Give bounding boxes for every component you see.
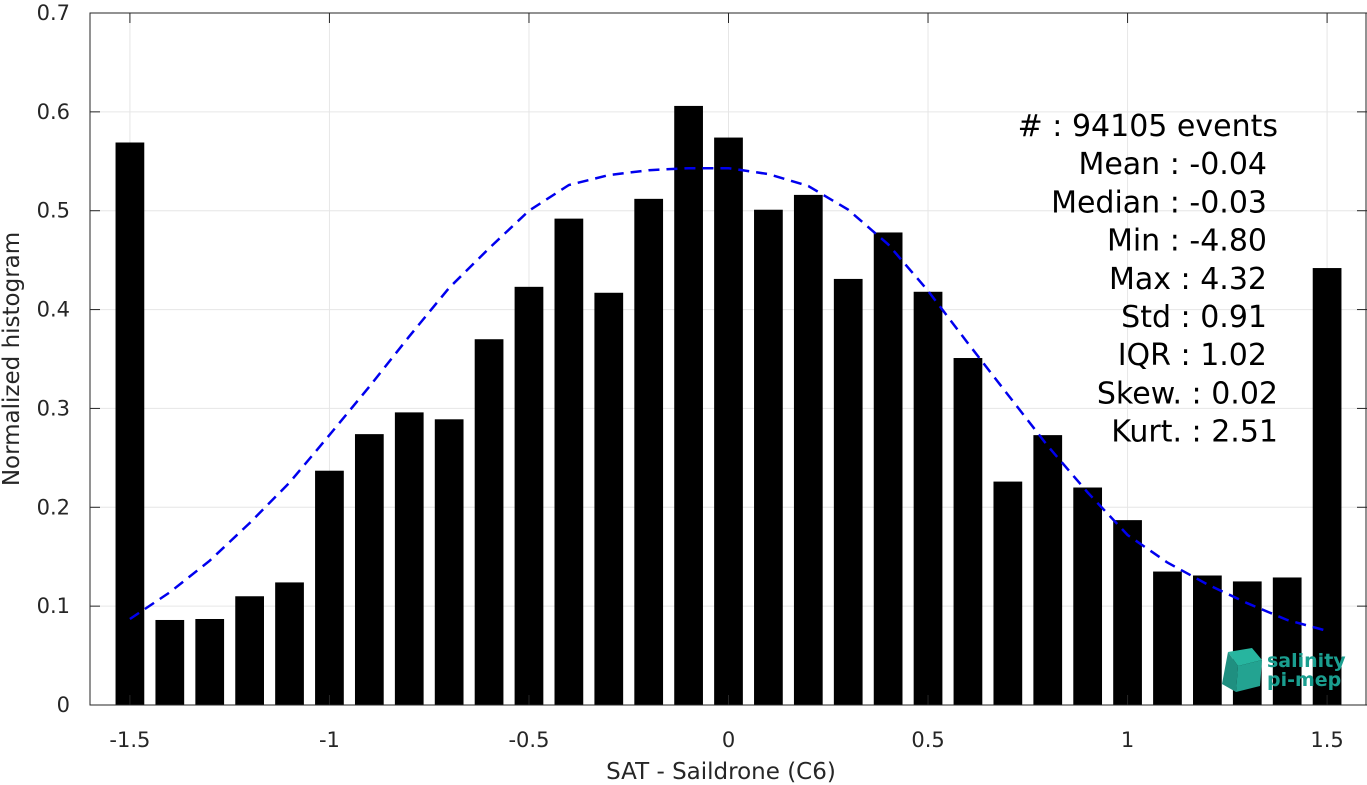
axes [89, 12, 1367, 706]
x-tick-label: -0.5 [508, 728, 549, 752]
histogram-bar [594, 292, 624, 705]
histogram-bar [554, 218, 584, 705]
stats-line: IQR : 1.02 [1118, 338, 1267, 373]
histogram-bar [434, 419, 464, 705]
histogram-bar [1153, 571, 1182, 705]
histogram-bar [474, 339, 504, 705]
histogram-bar [115, 142, 145, 705]
x-axis-label: SAT - Saildrone (C6) [606, 759, 836, 785]
histogram-bar [873, 232, 903, 705]
histogram-bar [913, 291, 943, 705]
stats-line: Max : 4.32 [1109, 262, 1267, 297]
y-tick-label: 0.5 [37, 199, 70, 223]
stats-line: Min : -4.80 [1107, 224, 1267, 259]
histogram-bar [195, 618, 225, 705]
stats-line: Kurt. : 2.51 [1111, 415, 1278, 450]
y-tick-label: 0.2 [37, 495, 70, 519]
histogram-bar [833, 278, 863, 705]
fit-curve-layer [129, 166, 1328, 633]
stats-line: Median : -0.03 [1051, 185, 1267, 220]
histogram-bar [155, 619, 185, 705]
stats-line: # : 94105 events [1018, 109, 1278, 144]
salinity-pimep-logo: salinity pi-mep [1222, 648, 1346, 692]
tick-labels: -1.5 -1 -0.5 0 0.5 1 1.5 0 0.1 0.2 0.3 0.4 0.5 0.6 0.7 [37, 1, 1344, 752]
histogram-bar [1272, 577, 1302, 705]
logo-cube-icon [1222, 648, 1262, 692]
histogram-bar [1073, 487, 1103, 705]
histogram-bar [275, 582, 304, 705]
logo-text-line1: salinity [1267, 650, 1346, 672]
plot-frame [89, 12, 1367, 706]
x-tick-label: -1 [319, 728, 340, 752]
y-axis-label: Normalized histogram [0, 232, 25, 486]
stats-line: Std : 0.91 [1121, 300, 1267, 335]
y-tick-label: 0.4 [37, 298, 70, 322]
y-tick-label: 0.3 [37, 396, 70, 420]
logo-text-line2: pi-mep [1267, 669, 1341, 691]
histogram-bar [953, 358, 983, 705]
histogram-bar [1312, 268, 1342, 705]
x-tick-label: 1.5 [1310, 728, 1343, 752]
fit-curve-line [129, 166, 1328, 633]
histogram-bar [793, 194, 823, 705]
stats-line: Skew. : 0.02 [1097, 376, 1278, 411]
histogram-bar [354, 434, 384, 705]
x-tick-label: 1 [1121, 728, 1134, 752]
histogram-bar [1033, 435, 1063, 705]
histogram-bar [514, 286, 544, 705]
histogram-bar [754, 209, 783, 705]
y-tick-label: 0 [57, 693, 70, 717]
y-tick-label: 0.7 [37, 1, 70, 25]
x-tick-label: -1.5 [109, 728, 150, 752]
stats-line: Mean : -0.04 [1078, 147, 1267, 182]
histogram-bar [634, 198, 664, 705]
histogram-bar [993, 481, 1023, 705]
histogram-bar [394, 412, 424, 705]
histogram-bar [315, 470, 344, 705]
histogram-bar [1113, 520, 1142, 705]
x-tick-label: 0 [722, 728, 735, 752]
y-tick-label: 0.1 [37, 594, 70, 618]
histogram-bar [674, 105, 703, 705]
histogram-bar [714, 137, 743, 705]
histogram-bar [1193, 575, 1222, 705]
bars [115, 105, 1342, 705]
y-tick-label: 0.6 [37, 100, 70, 124]
x-tick-label: 0.5 [911, 728, 944, 752]
histogram-bar [235, 596, 264, 705]
